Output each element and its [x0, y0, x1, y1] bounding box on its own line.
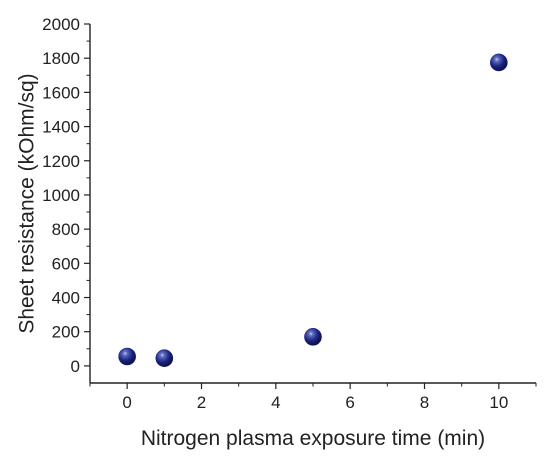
data-point — [118, 347, 136, 366]
x-axis-ticks: 0 2 4 6 8 10 — [89, 383, 537, 412]
data-point — [155, 349, 174, 368]
y-axis-ticks: 0 200 400 600 800 1000 1200 1400 1600 1800 2000 — [42, 15, 90, 376]
x-tick-label: 0 — [122, 393, 131, 412]
y-tick-label: 2000 — [42, 15, 80, 34]
y-tick-label: 400 — [52, 289, 80, 308]
x-axis-title: Nitrogen plasma exposure time (min) — [141, 427, 485, 450]
y-axis-title: Sheet resistance (kOhm/sq) — [15, 73, 38, 333]
y-tick-label: 1200 — [42, 152, 80, 171]
y-tick-label: 0 — [71, 357, 80, 376]
y-tick-label: 1600 — [42, 83, 80, 102]
y-tick-label: 1800 — [42, 49, 80, 68]
data-points — [118, 53, 508, 368]
x-tick-label: 6 — [345, 393, 354, 412]
y-tick-label: 800 — [52, 220, 80, 239]
x-tick-label: 4 — [271, 393, 280, 412]
x-tick-label: 10 — [489, 393, 508, 412]
x-tick-label: 2 — [197, 393, 206, 412]
x-tick-label: 8 — [420, 393, 429, 412]
y-tick-label: 1400 — [42, 118, 80, 137]
y-tick-label: 200 — [52, 323, 80, 342]
y-tick-label: 600 — [52, 254, 80, 273]
data-point — [304, 328, 322, 346]
data-point — [490, 53, 508, 72]
y-tick-label: 1000 — [42, 186, 80, 205]
